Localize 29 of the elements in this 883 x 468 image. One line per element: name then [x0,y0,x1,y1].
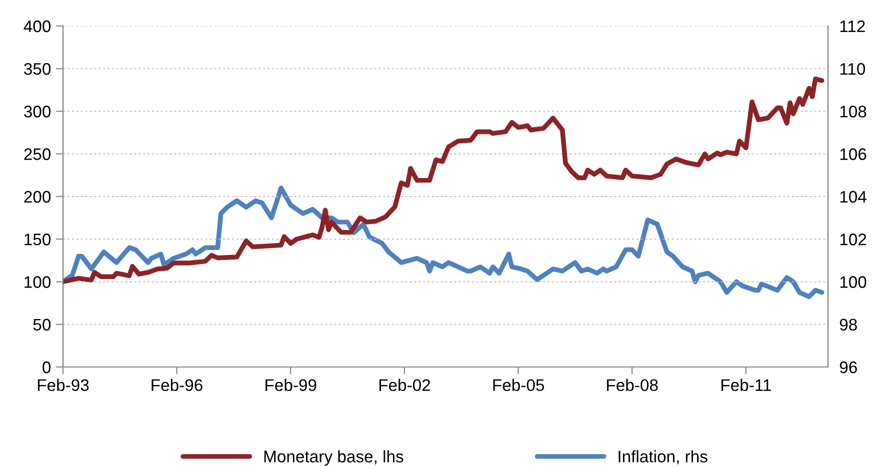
y2-tick-label: 112 [840,20,865,32]
y2-tick-label: 106 [840,148,866,160]
y-tick-label: 400 [24,20,51,32]
x-tick-label: Feb-08 [607,378,658,392]
y-tick-label: 150 [24,234,51,246]
y-tick-label: 250 [24,148,51,160]
y2-tick-label: 98 [840,318,857,331]
y-tick-label: 0 [42,361,51,374]
line-series [63,186,824,300]
x-tick-label: Feb-99 [266,378,316,392]
x-tick-label: Feb-96 [152,378,202,392]
x-tick-label: Feb-93 [38,378,89,392]
y2-tick-label: 96 [840,361,857,374]
x-tick-label: Feb-11 [722,378,771,392]
y2-tick-label: 110 [840,63,866,75]
y2-tick-label: 104 [840,190,866,203]
legend-label: Monetary base, lhs [264,450,404,466]
y-tick-label: 350 [24,63,51,75]
y-tick-label: 200 [24,190,51,203]
x-tick-label: Feb-05 [493,378,544,392]
line-series [63,76,824,284]
y2-tick-label: 100 [840,276,866,288]
y-tick-label: 100 [24,276,51,288]
x-tick-label: Feb-02 [379,378,430,392]
y-tick-label: 300 [24,106,51,118]
y2-tick-label: 102 [840,234,866,246]
y-tick-label: 50 [33,318,51,331]
y2-tick-label: 108 [840,106,866,118]
legend-label: Inflation, rhs [618,450,708,464]
